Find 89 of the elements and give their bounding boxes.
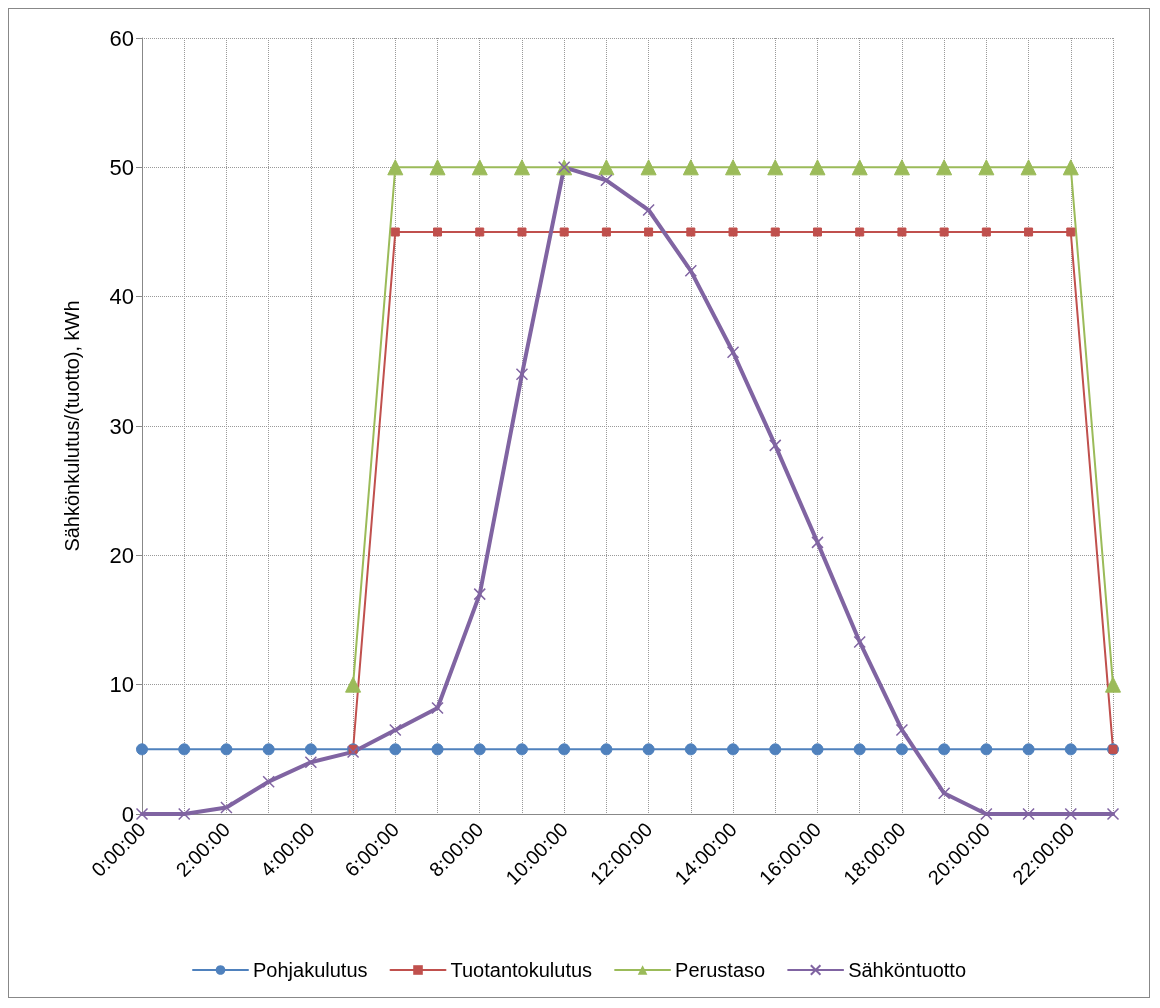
point xyxy=(177,807,191,821)
point xyxy=(895,743,908,756)
point xyxy=(1022,807,1035,821)
point xyxy=(936,159,953,176)
point xyxy=(812,227,822,237)
point xyxy=(262,775,275,788)
point xyxy=(684,743,697,756)
point xyxy=(642,743,655,756)
point xyxy=(727,743,740,756)
point xyxy=(429,159,446,176)
point xyxy=(1062,159,1079,176)
point xyxy=(728,227,738,237)
point xyxy=(811,743,824,756)
y-tick-label: 60 xyxy=(109,25,134,51)
legend-label: Pohjakulutus xyxy=(252,959,368,981)
point xyxy=(390,227,400,237)
legend-label: Tuotantokulutus xyxy=(450,959,593,981)
point xyxy=(345,676,362,693)
point xyxy=(981,227,991,237)
point xyxy=(517,227,527,237)
point xyxy=(937,787,951,800)
point xyxy=(601,227,611,237)
point xyxy=(938,743,951,756)
point xyxy=(135,807,149,821)
point xyxy=(515,368,529,381)
y-tick-label: 50 xyxy=(109,154,134,180)
point xyxy=(893,159,910,176)
point xyxy=(515,743,528,756)
point xyxy=(897,227,907,237)
point xyxy=(684,264,698,278)
point xyxy=(475,227,485,237)
point xyxy=(851,159,868,176)
point xyxy=(811,536,824,549)
point xyxy=(513,159,530,176)
point xyxy=(640,159,657,176)
point xyxy=(1022,743,1035,756)
point xyxy=(1064,807,1078,821)
point xyxy=(387,159,404,176)
point xyxy=(770,227,780,237)
point xyxy=(853,743,866,756)
point xyxy=(855,227,865,237)
point xyxy=(136,743,148,756)
point xyxy=(559,227,569,237)
point xyxy=(978,159,995,176)
y-tick-label: 10 xyxy=(109,672,134,698)
point xyxy=(598,159,615,176)
point xyxy=(262,743,275,756)
point xyxy=(1105,676,1121,693)
point xyxy=(686,227,696,237)
point xyxy=(1020,159,1037,176)
point xyxy=(1066,227,1076,237)
point xyxy=(809,159,826,176)
point xyxy=(853,635,866,649)
y-tick-label: 20 xyxy=(109,542,134,568)
point xyxy=(304,756,318,769)
point xyxy=(558,743,571,756)
point xyxy=(220,801,233,814)
y-tick-label: 30 xyxy=(109,413,134,439)
point xyxy=(433,227,443,237)
point xyxy=(939,227,949,237)
point xyxy=(389,743,402,756)
point xyxy=(1024,227,1034,237)
point xyxy=(600,743,613,756)
point xyxy=(473,743,486,756)
legend-label: Sähköntuotto xyxy=(848,959,967,981)
y-axis-title: Sähkönkulutus/(tuotto), kWh xyxy=(61,300,83,552)
point xyxy=(682,159,699,176)
point xyxy=(304,743,317,756)
point xyxy=(725,159,742,176)
point xyxy=(220,743,233,756)
y-tick-label: 40 xyxy=(109,284,134,310)
point xyxy=(389,723,402,737)
point xyxy=(769,439,782,452)
point xyxy=(644,227,654,237)
point xyxy=(642,203,655,217)
point xyxy=(600,174,613,187)
point xyxy=(769,743,782,756)
point xyxy=(178,743,191,756)
legend-label: Perustaso xyxy=(675,959,766,981)
point xyxy=(1106,807,1120,821)
point xyxy=(726,346,740,359)
point xyxy=(431,743,444,756)
point xyxy=(980,807,993,821)
point xyxy=(1064,743,1077,756)
point xyxy=(431,701,444,715)
point xyxy=(471,159,488,176)
point xyxy=(980,743,993,756)
point xyxy=(767,159,784,176)
point xyxy=(473,587,486,601)
